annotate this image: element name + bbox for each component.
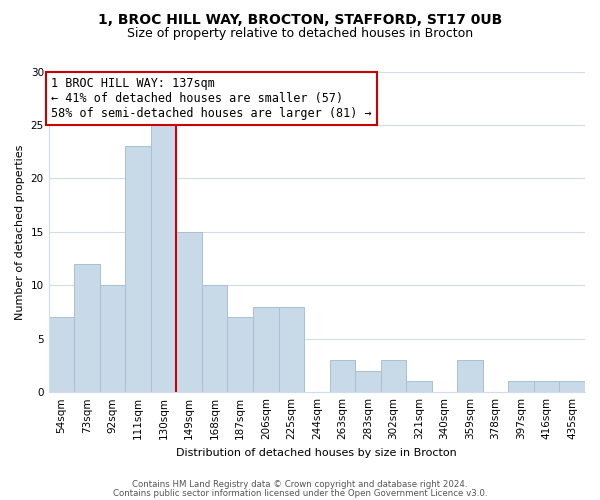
- Bar: [406, 382, 432, 392]
- Bar: [202, 286, 227, 392]
- Bar: [534, 382, 559, 392]
- Bar: [49, 318, 74, 392]
- Bar: [278, 306, 304, 392]
- Y-axis label: Number of detached properties: Number of detached properties: [15, 144, 25, 320]
- Text: Contains public sector information licensed under the Open Government Licence v3: Contains public sector information licen…: [113, 488, 487, 498]
- Bar: [508, 382, 534, 392]
- Text: Size of property relative to detached houses in Brocton: Size of property relative to detached ho…: [127, 28, 473, 40]
- Bar: [151, 125, 176, 392]
- Bar: [559, 382, 585, 392]
- Text: 1 BROC HILL WAY: 137sqm
← 41% of detached houses are smaller (57)
58% of semi-de: 1 BROC HILL WAY: 137sqm ← 41% of detache…: [51, 77, 372, 120]
- Bar: [355, 371, 380, 392]
- Text: 1, BROC HILL WAY, BROCTON, STAFFORD, ST17 0UB: 1, BROC HILL WAY, BROCTON, STAFFORD, ST1…: [98, 12, 502, 26]
- Bar: [380, 360, 406, 392]
- Bar: [74, 264, 100, 392]
- Bar: [329, 360, 355, 392]
- Bar: [176, 232, 202, 392]
- Bar: [227, 318, 253, 392]
- Bar: [457, 360, 483, 392]
- Bar: [100, 286, 125, 392]
- X-axis label: Distribution of detached houses by size in Brocton: Distribution of detached houses by size …: [176, 448, 457, 458]
- Bar: [125, 146, 151, 392]
- Text: Contains HM Land Registry data © Crown copyright and database right 2024.: Contains HM Land Registry data © Crown c…: [132, 480, 468, 489]
- Bar: [253, 306, 278, 392]
